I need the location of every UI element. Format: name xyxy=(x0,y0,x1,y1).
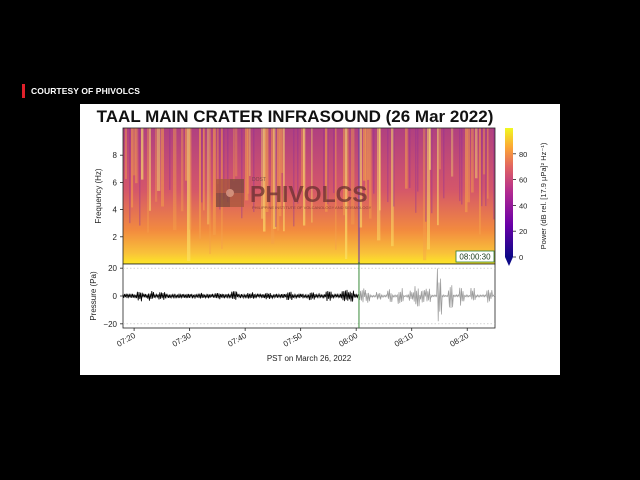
colorbar-tick-label: 0 xyxy=(519,253,523,262)
waveform-yticks: 20 0 −20 xyxy=(103,264,123,329)
waveform-xtick-label: 08:00 xyxy=(337,331,359,349)
spectrogram xyxy=(122,127,496,265)
waveform-trace-before xyxy=(122,289,359,302)
colorbar-extend-arrow xyxy=(505,257,513,266)
waveform-xlabel: PST on March 26, 2022 xyxy=(267,354,352,363)
chart-title: TAAL MAIN CRATER INFRASOUND (26 Mar 2022… xyxy=(96,107,494,126)
waveform-xtick-label: 08:20 xyxy=(448,331,470,349)
waveform-ytick-label: 20 xyxy=(108,264,117,273)
waveform-xtick-label: 08:10 xyxy=(393,331,415,349)
time-marker-text: 08:00:30 xyxy=(459,253,491,262)
spectrogram-ytick-label: 2 xyxy=(113,233,118,242)
waveform-xtick-label: 07:30 xyxy=(171,331,193,349)
waveform-xticks: 07:20 07:30 07:40 07:50 08:00 08:10 08:20 xyxy=(115,328,471,349)
spectrogram-ytick-label: 8 xyxy=(113,151,118,160)
phivolcs-logo-icon xyxy=(216,179,244,207)
waveform-xtick-label: 07:20 xyxy=(115,331,137,349)
watermark-text: PHIVOLCS xyxy=(250,181,368,207)
colorbar-gradient xyxy=(505,128,513,257)
colorbar: 0 20 40 60 80 Power (dB rel. [17.9 µPa]² Hz⁻… xyxy=(505,128,548,266)
waveform-ylabel: Pressure (Pa) xyxy=(89,271,98,321)
figure-svg: DOST PHIVOLCS PHILIPPINE INSTITUTE OF VO… xyxy=(89,127,548,363)
waveform-trace-after xyxy=(358,268,496,322)
colorbar-tick-label: 20 xyxy=(519,227,527,236)
spectrogram-yticks: 2 4 6 8 xyxy=(113,151,123,242)
courtesy-banner: COURTESY OF PHIVOLCS xyxy=(22,84,146,98)
phivolcs-watermark: DOST PHIVOLCS PHILIPPINE INSTITUTE OF VO… xyxy=(216,177,372,210)
figure-panel: TAAL MAIN CRATER INFRASOUND (26 Mar 2022… xyxy=(80,104,560,375)
colorbar-tick-label: 40 xyxy=(519,201,527,210)
time-marker-label: 08:00:30 xyxy=(455,250,495,263)
spectrogram-ytick-label: 4 xyxy=(113,206,118,215)
spectrogram-ylabel: Frequency (Hz) xyxy=(94,168,103,223)
waveform-xtick-label: 07:50 xyxy=(282,331,304,349)
waveform-ytick-label: 0 xyxy=(113,292,118,301)
colorbar-label: Power (dB rel. [17.9 µPa]² Hz⁻¹) xyxy=(539,142,548,249)
waveform: Pressure (Pa) 20 0 −20 07:20 07:30 07:40 07:5… xyxy=(89,262,496,363)
watermark-small-text: DOST xyxy=(252,177,266,183)
colorbar-tick-label: 80 xyxy=(519,150,527,159)
colorbar-ticks: 0 20 40 60 80 xyxy=(513,150,527,262)
waveform-ytick-label: −20 xyxy=(103,320,117,329)
waveform-traces xyxy=(122,268,496,322)
watermark-sub-text: PHILIPPINE INSTITUTE OF VOLCANOLOGY AND … xyxy=(252,205,372,210)
waveform-xtick-label: 07:40 xyxy=(226,331,248,349)
colorbar-tick-label: 60 xyxy=(519,176,527,185)
spectrogram-ytick-label: 6 xyxy=(113,178,118,187)
